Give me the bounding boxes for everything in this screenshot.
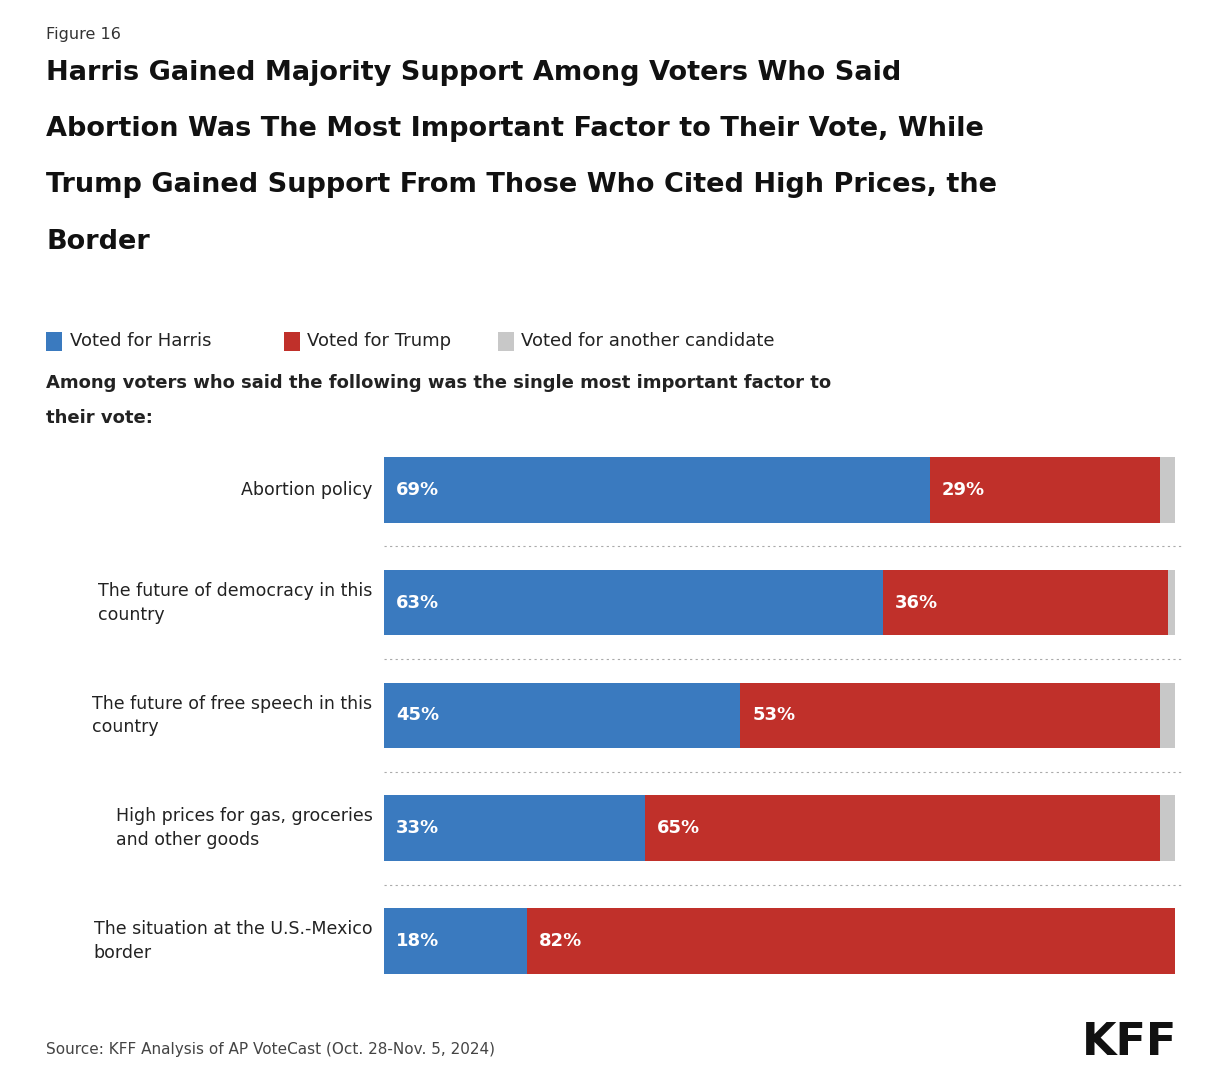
Text: Border: Border bbox=[46, 229, 150, 255]
Text: 65%: 65% bbox=[658, 820, 700, 837]
Text: their vote:: their vote: bbox=[46, 409, 154, 427]
Bar bbox=[883, 570, 1168, 635]
Bar bbox=[527, 908, 1176, 973]
Bar bbox=[741, 683, 1160, 748]
Text: Harris Gained Majority Support Among Voters Who Said: Harris Gained Majority Support Among Vot… bbox=[46, 60, 902, 86]
Text: 82%: 82% bbox=[538, 932, 582, 950]
Text: Trump Gained Support From Those Who Cited High Prices, the: Trump Gained Support From Those Who Cite… bbox=[46, 172, 998, 198]
Text: 69%: 69% bbox=[396, 481, 439, 499]
Bar bbox=[1160, 457, 1176, 522]
Text: The future of democracy in this
country: The future of democracy in this country bbox=[98, 582, 372, 623]
Text: 53%: 53% bbox=[753, 707, 795, 724]
Text: 29%: 29% bbox=[942, 481, 986, 499]
Text: 63%: 63% bbox=[396, 594, 439, 611]
Text: KFF: KFF bbox=[1082, 1021, 1177, 1064]
Bar bbox=[930, 457, 1160, 522]
Text: High prices for gas, groceries
and other goods: High prices for gas, groceries and other… bbox=[116, 808, 372, 849]
Text: Abortion policy: Abortion policy bbox=[242, 481, 372, 499]
Bar bbox=[1160, 683, 1176, 748]
Text: Among voters who said the following was the single most important factor to: Among voters who said the following was … bbox=[46, 374, 832, 392]
Text: Voted for Trump: Voted for Trump bbox=[307, 333, 451, 350]
Bar bbox=[384, 457, 930, 522]
Text: 18%: 18% bbox=[396, 932, 439, 950]
Text: Figure 16: Figure 16 bbox=[46, 27, 121, 42]
Bar bbox=[1168, 570, 1176, 635]
Bar bbox=[384, 908, 527, 973]
Text: 45%: 45% bbox=[396, 707, 439, 724]
Bar bbox=[384, 570, 883, 635]
Text: Voted for Harris: Voted for Harris bbox=[70, 333, 211, 350]
Bar bbox=[645, 796, 1160, 861]
Text: Source: KFF Analysis of AP VoteCast (Oct. 28-Nov. 5, 2024): Source: KFF Analysis of AP VoteCast (Oct… bbox=[46, 1042, 495, 1057]
Bar bbox=[384, 683, 741, 748]
Text: 33%: 33% bbox=[396, 820, 439, 837]
Text: Abortion Was The Most Important Factor to Their Vote, While: Abortion Was The Most Important Factor t… bbox=[46, 116, 985, 142]
Text: The situation at the U.S.-Mexico
border: The situation at the U.S.-Mexico border bbox=[94, 920, 372, 962]
Bar bbox=[384, 796, 645, 861]
Text: The future of free speech in this
country: The future of free speech in this countr… bbox=[93, 695, 372, 736]
Bar bbox=[1160, 796, 1176, 861]
Text: 36%: 36% bbox=[894, 594, 938, 611]
Text: Voted for another candidate: Voted for another candidate bbox=[521, 333, 775, 350]
